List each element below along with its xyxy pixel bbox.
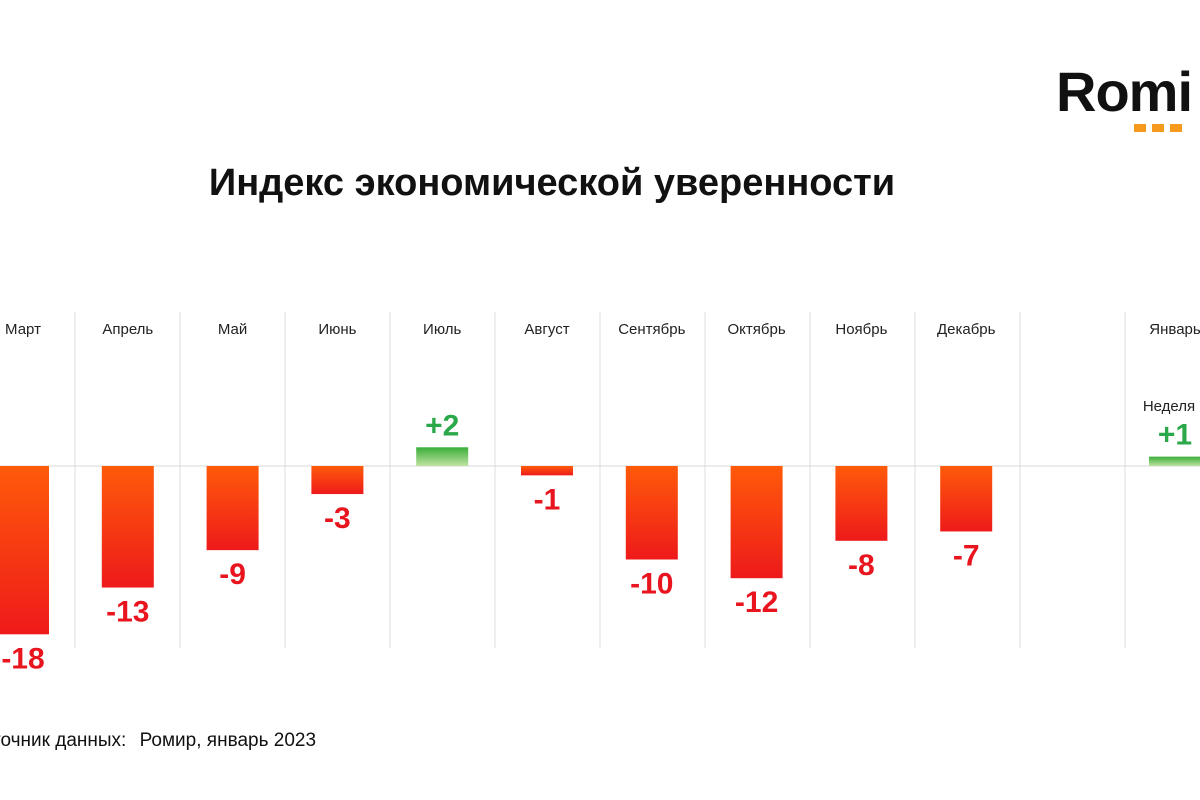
bar	[0, 466, 49, 635]
bar	[1149, 456, 1200, 466]
value-label: +2	[425, 409, 459, 442]
value-label: -13	[106, 596, 149, 629]
logo-dots	[1134, 120, 1188, 132]
source-value: Ромир, январь 2023	[139, 730, 317, 751]
month-label: Январь	[1149, 321, 1200, 338]
bar	[835, 466, 888, 541]
bar	[311, 466, 364, 495]
value-label: -3	[324, 502, 351, 535]
value-label: -10	[630, 568, 673, 601]
month-label: Декабрь	[937, 321, 996, 338]
bar	[730, 466, 783, 579]
value-label: -12	[735, 586, 778, 619]
bar	[940, 466, 993, 532]
value-label: -18	[1, 642, 44, 675]
bar	[625, 466, 678, 560]
month-label: Апрель	[102, 321, 153, 338]
bar	[521, 466, 573, 476]
value-label: +1	[1158, 419, 1192, 452]
value-label: -1	[534, 483, 561, 516]
week-label: Неделя	[1143, 398, 1195, 415]
value-label: -9	[219, 558, 246, 591]
romir-logo: Romi	[1056, 60, 1200, 132]
month-label: Август	[524, 321, 569, 338]
source-note: точник данных: Ромир, январь 2023	[0, 730, 316, 752]
month-label: Июнь	[318, 321, 356, 338]
value-label: -8	[848, 549, 875, 582]
month-label: Март	[5, 321, 41, 338]
bar	[416, 447, 469, 466]
bar	[101, 466, 154, 588]
bar-chart: Март -18 Апрель -13 Май -9 Июнь -3 Июль +2 Август -…	[0, 312, 1200, 675]
bar	[206, 466, 259, 551]
month-label: Июль	[423, 321, 461, 338]
month-label: Ноябрь	[835, 321, 887, 338]
month-label: Май	[218, 321, 247, 338]
month-label: Сентябрь	[618, 321, 685, 338]
logo-wordmark: Romi	[1056, 60, 1193, 123]
chart-title: Индекс экономической уверенности	[208, 162, 896, 204]
source-label: точник данных:	[0, 730, 127, 751]
month-label: Октябрь	[728, 321, 786, 338]
value-label: -7	[953, 539, 980, 572]
